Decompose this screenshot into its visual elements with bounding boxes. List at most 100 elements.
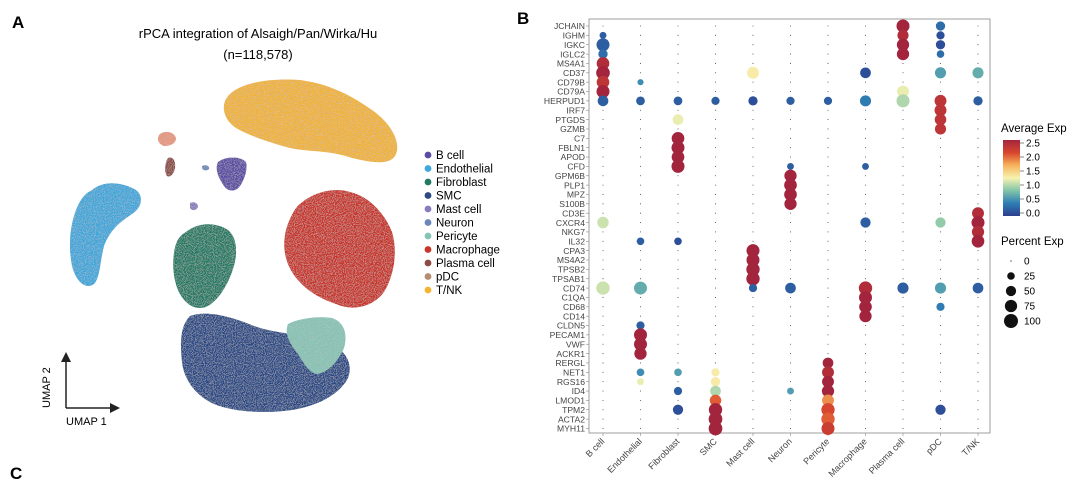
dot-plp1-endothelial (639, 184, 642, 186)
dot-c7-neuron (789, 137, 792, 139)
dot-ptgds-pericyte (827, 119, 829, 121)
dot-herpud1-t-nk (973, 96, 983, 106)
panel-c-letter: C (10, 464, 22, 480)
dot-ptgds-fibroblast (672, 114, 684, 125)
dot-ms4a2-neuron (789, 259, 792, 261)
dot-cldn5-plasma-cell (902, 324, 904, 327)
dot-ackr1-macrophage (864, 353, 867, 355)
dot-apod-plasma-cell (902, 156, 904, 158)
dot-lmod1-plasma-cell (902, 399, 904, 401)
legend-label-pericyte: Pericyte (436, 231, 478, 243)
dot-rergl-t-nk (977, 362, 979, 364)
dot-nkg7-plasma-cell (902, 231, 904, 233)
dot-tpsab1-endothelial (639, 278, 642, 280)
dot-tpsab1-pericyte (827, 278, 829, 280)
dot-apod-endothelial (639, 156, 642, 158)
dot-cd79b-smc (714, 81, 717, 83)
dot-jchain-endothelial (639, 25, 642, 27)
dot-cldn5-pericyte (827, 324, 829, 327)
dot-mpz-plasma-cell (902, 193, 904, 196)
legend-swatch-neuron (424, 219, 432, 226)
dot-vwf-pdc (939, 343, 942, 345)
dot-c1qa-neuron (789, 296, 792, 298)
dot-ms4a2-plasma-cell (902, 259, 904, 261)
panel-a-subtitle: (n=118,578) (223, 47, 293, 62)
dot-gpm6b-pdc (939, 175, 942, 177)
dot-cfd-neuron (787, 162, 794, 170)
dot-plp1-mast-cell (752, 184, 754, 186)
dot-rgs16-endothelial (637, 378, 644, 386)
dot-il32-b-cell (602, 240, 604, 242)
dot-s100b-mast-cell (752, 203, 754, 205)
dot-lmod1-smc (709, 394, 722, 407)
dot-net1-macrophage (864, 371, 867, 373)
dot-ptgds-smc (714, 119, 717, 121)
dot-iglc2-smc (714, 53, 717, 55)
gene-label-cxcr4: CXCR4 (556, 218, 585, 228)
average-exp-tick-1: 2.0 (1026, 153, 1040, 164)
dot-fbln1-plasma-cell (902, 147, 904, 149)
dot-rgs16-mast-cell (752, 381, 754, 383)
umap-axis-y-label: UMAP 2 (41, 367, 53, 408)
dot-acta2-pdc (939, 418, 942, 420)
dot-vwf-pericyte (827, 343, 829, 345)
legend-label-fibroblast: Fibroblast (436, 177, 487, 189)
dot-iglc2-b-cell (598, 49, 608, 59)
dot-cfd-endothelial (639, 165, 642, 167)
dot-tpm2-smc (708, 403, 723, 417)
panel-a-letter: A (12, 13, 24, 32)
dot-cd14-pericyte (827, 315, 829, 317)
dot-cd14-b-cell (602, 315, 604, 317)
dot-pecam1-t-nk (977, 334, 979, 336)
dot-lmod1-b-cell (602, 399, 604, 401)
dot-cd68-mast-cell (752, 306, 754, 308)
dot-tpm2-fibroblast (672, 404, 684, 415)
dot-c1qa-t-nk (977, 296, 979, 298)
dot-jchain-macrophage (864, 25, 867, 27)
dot-pecam1-b-cell (602, 334, 604, 336)
dot-cd37-endothelial (639, 72, 642, 74)
dot-cfd-pericyte (827, 165, 829, 167)
dot-rgs16-pericyte (822, 375, 834, 388)
dot-rergl-pericyte (822, 357, 834, 369)
panel-a-title: rPCA integration of Alsaigh/Pan/Wirka/Hu (139, 26, 377, 41)
dot-il32-plasma-cell (902, 240, 904, 242)
percent-exp-title: Percent Exp (1001, 236, 1064, 248)
dot-irf7-pericyte (827, 109, 829, 111)
dot-cd37-pericyte (827, 72, 829, 74)
umap-axes: UMAP 2 UMAP 1 (41, 352, 120, 428)
dot-cfd-macrophage (862, 162, 869, 170)
dot-c1qa-pericyte (827, 296, 829, 298)
dot-cd79b-b-cell (596, 75, 610, 89)
dot-fbln1-endothelial (639, 147, 642, 149)
dot-myh11-fibroblast (677, 427, 679, 430)
gene-label-c1qa: C1QA (562, 293, 586, 303)
dot-acta2-endothelial (639, 418, 642, 420)
dot-cd79a-smc (714, 90, 717, 93)
dot-fbln1-smc (714, 147, 717, 149)
dot-ackr1-t-nk (977, 353, 979, 355)
dot-iglc2-fibroblast (677, 53, 679, 55)
dot-irf7-fibroblast (677, 109, 679, 111)
dot-gzmb-b-cell (602, 128, 604, 130)
dot-ms4a1-macrophage (864, 62, 867, 64)
cell-label-neuron: Neuron (766, 436, 794, 464)
dot-cd68-t-nk (977, 306, 979, 308)
dot-s100b-smc (714, 203, 717, 205)
legend-swatch-endothelial (424, 165, 432, 172)
dot-ighm-smc (714, 34, 717, 36)
cell-label-plasma-cell: Plasma cell (867, 436, 907, 476)
dot-cldn5-pdc (939, 324, 942, 327)
dot-ptgds-macrophage (864, 119, 867, 121)
dot-il32-endothelial (636, 237, 645, 246)
dot-ackr1-pdc (939, 353, 942, 355)
gene-label-fbln1: FBLN1 (558, 143, 585, 153)
dot-ms4a2-smc (714, 259, 717, 261)
dot-id4-smc (710, 385, 721, 397)
gene-label-rergl: RERGL (555, 358, 585, 368)
dot-plp1-plasma-cell (902, 184, 904, 186)
dot-jchain-t-nk (977, 25, 979, 27)
dot-net1-fibroblast (674, 368, 682, 377)
dot-herpud1-pericyte (823, 96, 833, 105)
legend-swatch-fibroblast (424, 178, 432, 186)
